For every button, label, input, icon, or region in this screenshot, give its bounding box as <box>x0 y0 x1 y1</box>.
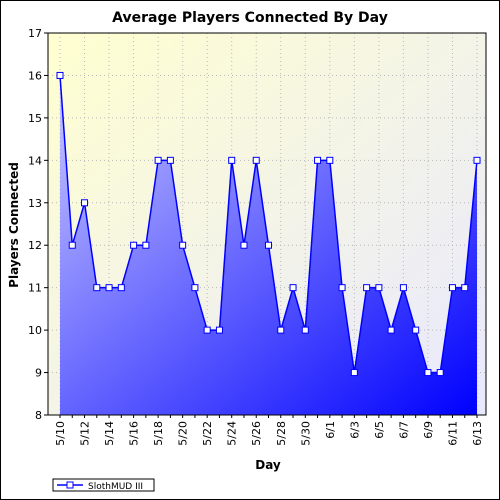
data-point <box>448 284 456 292</box>
x-axis-label: Day <box>255 458 281 472</box>
data-point <box>105 284 113 292</box>
data-point <box>326 156 334 164</box>
x-tick-label: 5/26 <box>250 421 263 446</box>
data-point <box>191 284 199 292</box>
y-tick-label: 13 <box>28 197 42 210</box>
y-axis-ticks: 8 9 10 11 12 13 14 15 16 17 <box>28 27 48 422</box>
y-tick-label: 14 <box>28 154 42 167</box>
data-point <box>56 71 64 79</box>
y-tick-label: 8 <box>35 409 42 422</box>
data-point <box>375 284 383 292</box>
legend: SlothMUD III <box>52 478 155 492</box>
data-point <box>154 156 162 164</box>
data-point <box>314 156 322 164</box>
x-tick-label: 5/10 <box>54 421 67 446</box>
legend-label: SlothMUD III <box>88 482 143 492</box>
data-point <box>93 284 101 292</box>
x-tick-label: 6/5 <box>373 421 386 439</box>
x-tick-label: 5/30 <box>299 421 312 446</box>
x-tick-label: 5/24 <box>226 421 239 446</box>
data-point <box>215 326 223 334</box>
data-point <box>68 241 76 249</box>
data-point <box>252 156 260 164</box>
x-tick-label: 6/9 <box>422 421 435 439</box>
y-tick-label: 12 <box>28 239 42 252</box>
data-point <box>399 284 407 292</box>
data-point <box>461 284 469 292</box>
y-axis-label: Players Connected <box>7 162 21 288</box>
legend-box <box>52 478 155 492</box>
x-tick-label: 6/1 <box>324 421 337 439</box>
data-point <box>265 241 272 249</box>
data-point <box>142 241 150 249</box>
data-point <box>424 369 432 377</box>
data-point <box>412 326 420 334</box>
plot-border <box>47 32 487 416</box>
x-tick-label: 6/3 <box>348 421 361 439</box>
series-markers <box>56 71 481 377</box>
x-tick-label: 5/18 <box>152 421 165 446</box>
data-point <box>240 241 248 249</box>
data-point <box>363 284 371 292</box>
data-point <box>117 284 125 292</box>
y-tick-label: 9 <box>35 367 42 380</box>
x-tick-label: 5/14 <box>103 421 116 446</box>
data-point <box>130 241 138 249</box>
data-point <box>387 326 395 334</box>
y-tick-label: 11 <box>28 282 42 295</box>
x-tick-label: 6/13 <box>471 421 484 446</box>
data-point <box>203 326 211 334</box>
data-point <box>166 156 174 164</box>
data-point <box>350 369 358 377</box>
y-tick-label: 17 <box>28 27 42 40</box>
x-tick-label: 6/11 <box>446 421 459 446</box>
x-tick-label: 5/28 <box>275 421 288 446</box>
data-point <box>277 326 285 334</box>
y-tick-label: 16 <box>28 69 42 82</box>
data-point <box>436 369 444 377</box>
data-point <box>228 156 236 164</box>
data-point <box>338 284 346 292</box>
y-tick-label: 10 <box>28 324 42 337</box>
data-point <box>289 284 297 292</box>
x-tick-label: 5/22 <box>201 421 214 446</box>
x-tick-label: 5/16 <box>128 421 141 446</box>
x-tick-label: 5/20 <box>177 421 190 446</box>
x-tick-label: 6/7 <box>397 421 410 439</box>
data-point <box>179 241 187 249</box>
data-point <box>301 326 309 334</box>
x-tick-label: 5/12 <box>79 421 92 446</box>
legend-swatch-marker <box>66 481 74 489</box>
data-point <box>473 156 481 164</box>
chart-title: Average Players Connected By Day <box>112 10 388 26</box>
data-point <box>81 199 89 207</box>
x-axis-ticks: 5/10 5/12 5/14 5/16 5/18 5/20 5/22 5/24 5/26 5/28… <box>54 415 484 446</box>
y-tick-label: 15 <box>28 112 42 125</box>
